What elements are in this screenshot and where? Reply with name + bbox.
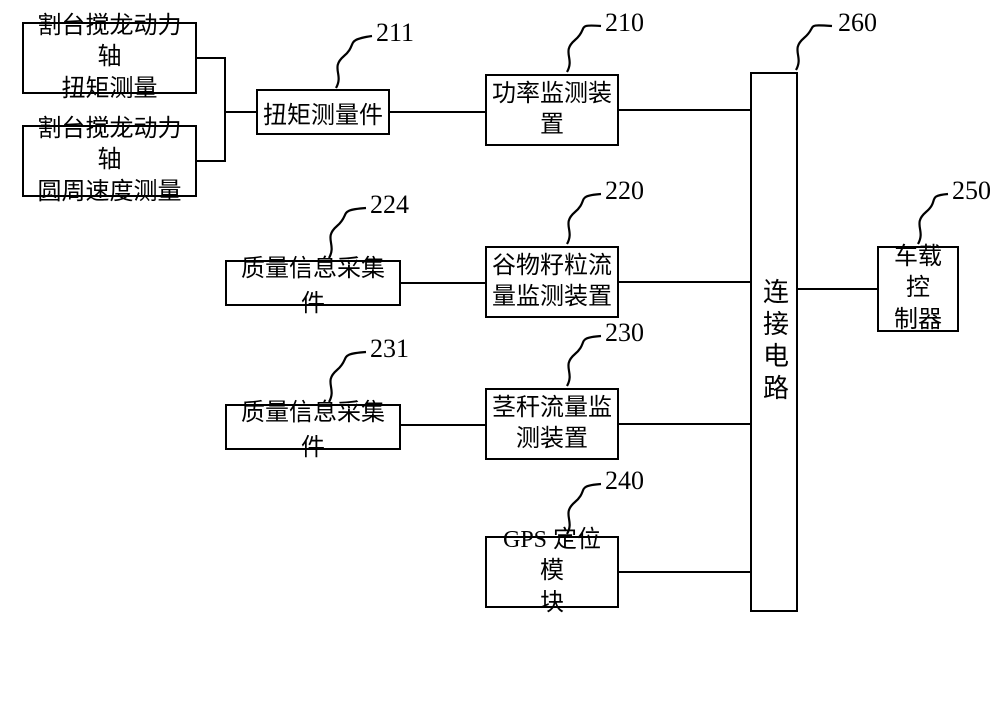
node-mass-sensor-2: 质量信息采集件: [225, 404, 401, 450]
connector: [619, 423, 750, 425]
node-connection-circuit: 连接电路: [750, 72, 798, 612]
connector: [619, 571, 750, 573]
connector: [197, 160, 226, 162]
connector: [619, 109, 750, 111]
connector: [197, 57, 226, 59]
node-label: 茎秆流量监测装置: [492, 393, 612, 455]
ref-210: 210: [605, 8, 644, 38]
ref-231: 231: [370, 334, 409, 364]
node-gps-module: GPS 定位模块: [485, 536, 619, 608]
node-label: 质量信息采集件: [231, 248, 395, 318]
node-torque-sensor: 扭矩测量件: [256, 89, 390, 135]
connector: [401, 282, 485, 284]
ref-211: 211: [376, 18, 414, 48]
node-speed-measure-2: 割台搅龙动力轴圆周速度测量: [22, 125, 197, 197]
ref-220: 220: [605, 176, 644, 206]
node-straw-flow-monitor: 茎秆流量监测装置: [485, 388, 619, 460]
node-label: GPS 定位模块: [491, 525, 613, 619]
node-vehicle-controller: 车载控制器: [877, 246, 959, 332]
connector: [224, 111, 256, 113]
node-mass-sensor-1: 质量信息采集件: [225, 260, 401, 306]
connector: [390, 111, 485, 113]
node-torque-measure-1: 割台搅龙动力轴扭矩测量: [22, 22, 197, 94]
ref-224: 224: [370, 190, 409, 220]
node-grain-flow-monitor: 谷物籽粒流量监测装置: [485, 246, 619, 318]
connector: [619, 281, 750, 283]
node-label: 连接电路: [756, 278, 793, 406]
node-label: 割台搅龙动力轴扭矩测量: [28, 11, 191, 105]
ref-250: 250: [952, 176, 991, 206]
node-power-monitor: 功率监测装置: [485, 74, 619, 146]
node-label: 谷物籽粒流量监测装置: [492, 251, 612, 313]
node-label: 车载控制器: [883, 242, 953, 336]
ref-240: 240: [605, 466, 644, 496]
connector: [224, 57, 226, 162]
node-label: 扭矩测量件: [263, 95, 383, 130]
node-label: 割台搅龙动力轴圆周速度测量: [28, 114, 191, 208]
ref-260: 260: [838, 8, 877, 38]
connector: [401, 424, 485, 426]
node-label: 功率监测装置: [492, 79, 612, 141]
node-label: 质量信息采集件: [231, 392, 395, 462]
ref-230: 230: [605, 318, 644, 348]
connector: [798, 288, 877, 290]
